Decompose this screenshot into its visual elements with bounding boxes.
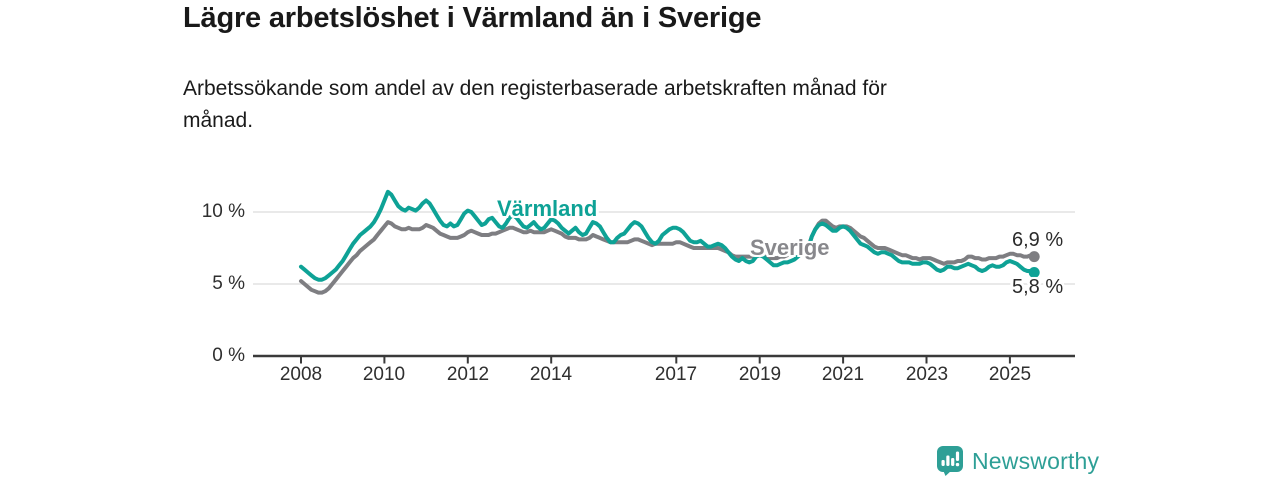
x-tick-label: 2014 <box>529 364 573 385</box>
x-tick-label: 2023 <box>905 364 949 385</box>
series-label-varmland: Värmland <box>497 196 598 221</box>
y-tick-label-5: 5 % <box>212 273 245 294</box>
y-tick-label-10: 10 % <box>201 201 245 222</box>
subtitle-line-2: månad. <box>183 109 254 132</box>
y-tick-label-0: 0 % <box>212 345 245 366</box>
series-label-sverige: Sverige <box>750 235 830 260</box>
x-tick-label: 2008 <box>279 364 323 385</box>
x-tick-label: 2012 <box>446 364 490 385</box>
x-tick-label: 2010 <box>362 364 406 385</box>
page-title: Lägre arbetslöshet i Värmland än i Sveri… <box>183 2 762 34</box>
x-tick-label: 2019 <box>738 364 782 385</box>
newsworthy-brand: Newsworthy <box>937 446 1099 476</box>
sverige-line <box>299 218 1037 295</box>
subtitle-line-1: Arbetssökande som andel av den registerb… <box>183 77 887 100</box>
x-tick-label: 2021 <box>821 364 865 385</box>
x-tick-label: 2025 <box>988 364 1032 385</box>
end-value-sverige: 6,9 % <box>1012 229 1064 251</box>
newsworthy-wordmark: Newsworthy <box>972 447 1100 474</box>
sverige-end-dot <box>1028 251 1040 263</box>
värmland-end-dot <box>1028 267 1040 278</box>
newsworthy-logo-icon <box>937 446 963 476</box>
chart-subtitle: Arbetssökande som andel av den registerb… <box>183 73 887 137</box>
värmland-line <box>299 189 1037 282</box>
end-value-varmland: 5,8 % <box>1012 276 1064 298</box>
x-tick-label: 2017 <box>654 364 698 385</box>
